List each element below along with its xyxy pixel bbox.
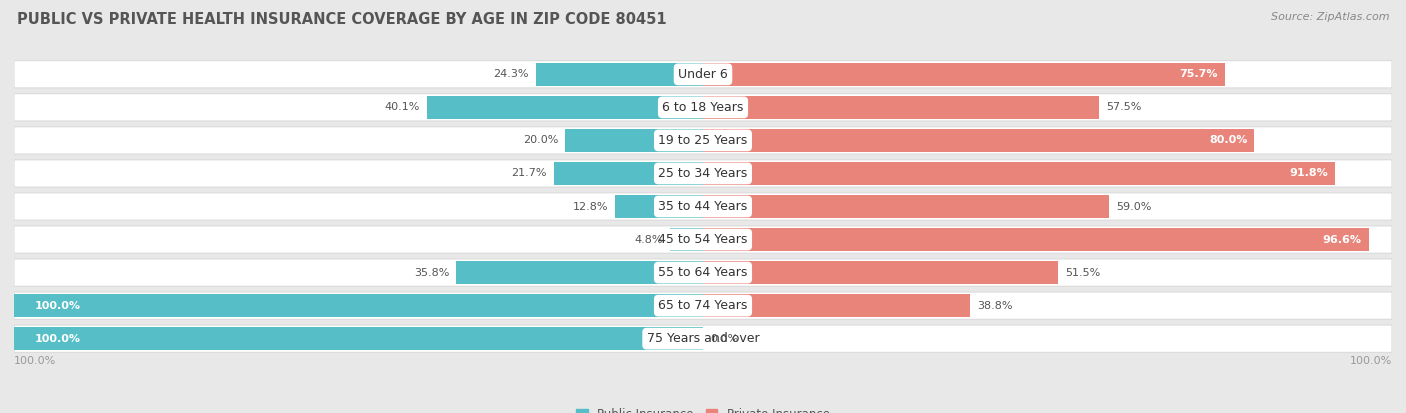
Text: 12.8%: 12.8% xyxy=(572,202,607,211)
Bar xyxy=(457,261,703,284)
FancyBboxPatch shape xyxy=(14,61,1392,88)
Text: 100.0%: 100.0% xyxy=(1350,356,1392,366)
Text: 20.0%: 20.0% xyxy=(523,135,558,145)
Text: 4.8%: 4.8% xyxy=(634,235,664,244)
Bar xyxy=(614,195,703,218)
Bar xyxy=(703,261,1057,284)
Legend: Public Insurance, Private Insurance: Public Insurance, Private Insurance xyxy=(571,402,835,413)
Text: 59.0%: 59.0% xyxy=(1116,202,1152,211)
Text: 0.0%: 0.0% xyxy=(710,334,738,344)
Text: 40.1%: 40.1% xyxy=(384,102,420,112)
Text: Under 6: Under 6 xyxy=(678,68,728,81)
Bar xyxy=(703,294,970,317)
Bar xyxy=(669,228,703,251)
FancyBboxPatch shape xyxy=(14,226,1392,253)
Text: 35.8%: 35.8% xyxy=(415,268,450,278)
Bar xyxy=(14,328,703,350)
Text: 24.3%: 24.3% xyxy=(494,69,529,79)
Bar xyxy=(703,129,1254,152)
Text: Source: ZipAtlas.com: Source: ZipAtlas.com xyxy=(1271,12,1389,22)
Text: 65 to 74 Years: 65 to 74 Years xyxy=(658,299,748,312)
Text: 19 to 25 Years: 19 to 25 Years xyxy=(658,134,748,147)
FancyBboxPatch shape xyxy=(14,193,1392,220)
Bar xyxy=(703,228,1368,251)
FancyBboxPatch shape xyxy=(14,259,1392,286)
Bar xyxy=(565,129,703,152)
Bar xyxy=(536,63,703,85)
Bar xyxy=(427,96,703,119)
Text: 91.8%: 91.8% xyxy=(1289,169,1329,178)
Text: 35 to 44 Years: 35 to 44 Years xyxy=(658,200,748,213)
Text: PUBLIC VS PRIVATE HEALTH INSURANCE COVERAGE BY AGE IN ZIP CODE 80451: PUBLIC VS PRIVATE HEALTH INSURANCE COVER… xyxy=(17,12,666,27)
FancyBboxPatch shape xyxy=(14,325,1392,352)
Text: 75 Years and over: 75 Years and over xyxy=(647,332,759,345)
Text: 96.6%: 96.6% xyxy=(1323,235,1361,244)
Text: 75.7%: 75.7% xyxy=(1180,69,1218,79)
Text: 80.0%: 80.0% xyxy=(1209,135,1247,145)
Text: 100.0%: 100.0% xyxy=(35,301,80,311)
FancyBboxPatch shape xyxy=(14,94,1392,121)
Text: 45 to 54 Years: 45 to 54 Years xyxy=(658,233,748,246)
Bar xyxy=(554,162,703,185)
Bar xyxy=(14,294,703,317)
Bar xyxy=(703,195,1109,218)
FancyBboxPatch shape xyxy=(14,127,1392,154)
Bar xyxy=(703,162,1336,185)
Bar xyxy=(703,96,1099,119)
Text: 55 to 64 Years: 55 to 64 Years xyxy=(658,266,748,279)
Text: 21.7%: 21.7% xyxy=(512,169,547,178)
Bar xyxy=(703,63,1225,85)
FancyBboxPatch shape xyxy=(14,160,1392,187)
Text: 38.8%: 38.8% xyxy=(977,301,1012,311)
Text: 51.5%: 51.5% xyxy=(1064,268,1099,278)
Text: 57.5%: 57.5% xyxy=(1107,102,1142,112)
FancyBboxPatch shape xyxy=(14,292,1392,319)
Text: 100.0%: 100.0% xyxy=(35,334,80,344)
Text: 100.0%: 100.0% xyxy=(14,356,56,366)
Text: 25 to 34 Years: 25 to 34 Years xyxy=(658,167,748,180)
Text: 6 to 18 Years: 6 to 18 Years xyxy=(662,101,744,114)
